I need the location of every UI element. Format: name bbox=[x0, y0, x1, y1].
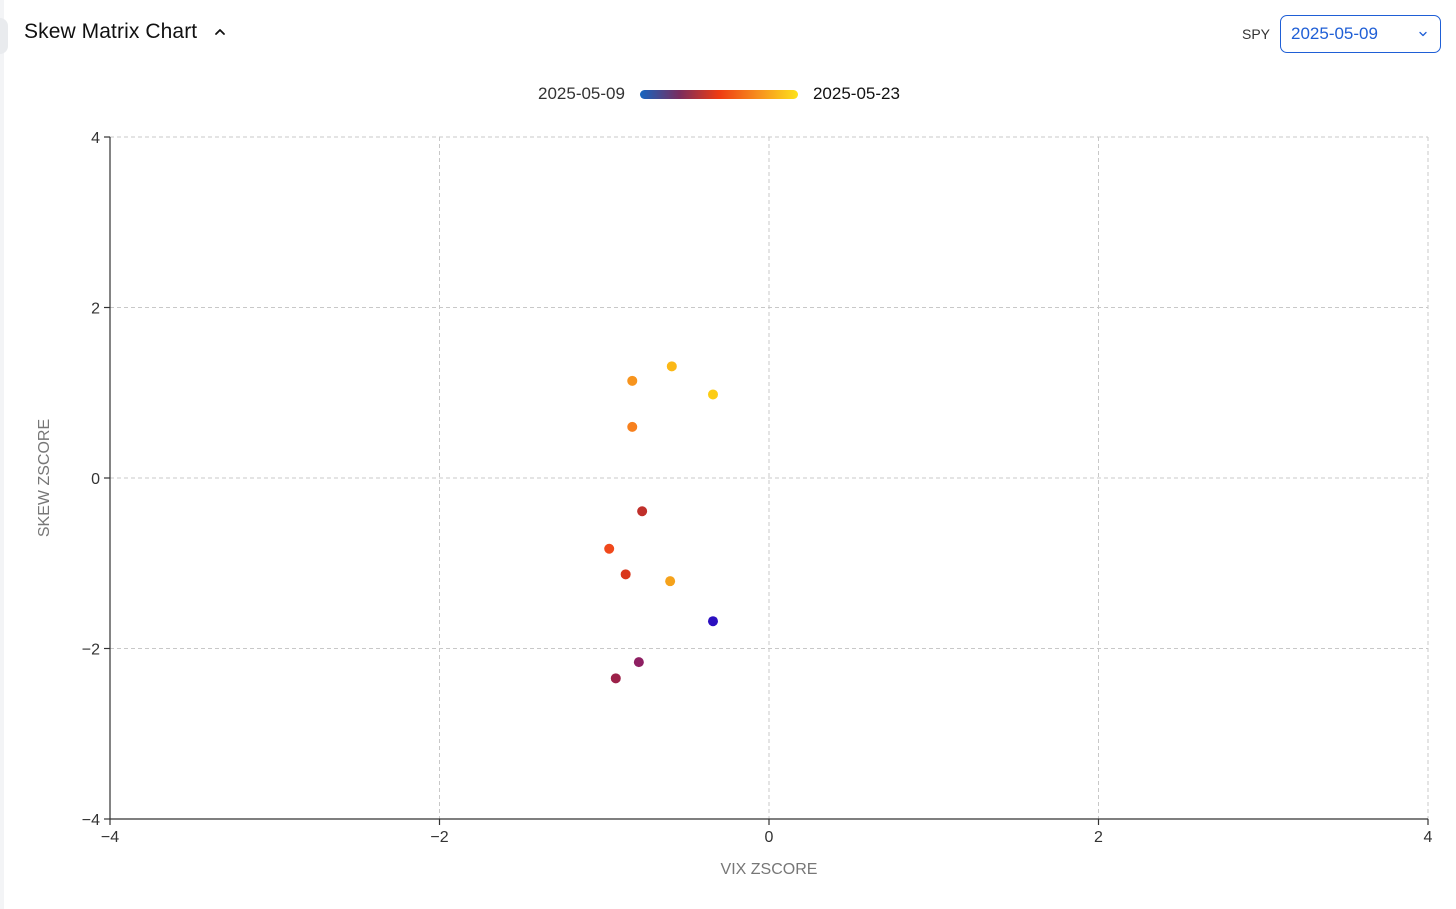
scatter-point[interactable] bbox=[604, 543, 615, 554]
collapse-toggle[interactable]: Skew Matrix Chart bbox=[24, 20, 227, 44]
x-tick-label: −2 bbox=[430, 829, 448, 846]
color-legend: 2025-05-09 2025-05-23 bbox=[538, 82, 900, 106]
scatter-point[interactable] bbox=[707, 616, 718, 627]
scatter-point[interactable] bbox=[610, 673, 621, 684]
x-tick-label: 2 bbox=[1094, 829, 1103, 846]
sidebar-toggle-handle[interactable] bbox=[0, 18, 8, 54]
scatter-point[interactable] bbox=[637, 506, 648, 517]
header-controls: SPY 2025-05-09 bbox=[1242, 15, 1441, 53]
scatter-point[interactable] bbox=[666, 361, 677, 372]
y-tick-label: −4 bbox=[82, 812, 100, 829]
y-tick-label: 2 bbox=[91, 301, 100, 318]
x-axis-label: VIX ZSCORE bbox=[721, 861, 818, 878]
scatter-point[interactable] bbox=[633, 657, 644, 668]
x-tick-label: −4 bbox=[101, 829, 119, 846]
y-tick-label: 4 bbox=[91, 130, 100, 147]
scatter-point[interactable] bbox=[665, 576, 676, 587]
x-tick-label: 4 bbox=[1424, 829, 1433, 846]
chevron-down-icon bbox=[1419, 31, 1427, 37]
left-edge-border bbox=[0, 0, 4, 909]
panel-header: Skew Matrix Chart SPY 2025-05-09 bbox=[0, 0, 1456, 72]
y-tick-label: −2 bbox=[82, 642, 100, 659]
scatter-point[interactable] bbox=[627, 421, 638, 432]
ticker-label: SPY bbox=[1241, 26, 1270, 42]
date-select[interactable]: 2025-05-09 bbox=[1280, 15, 1441, 53]
legend-end-date: 2025-05-23 bbox=[812, 84, 900, 103]
chevron-up-icon[interactable] bbox=[213, 25, 227, 39]
panel-title: Skew Matrix Chart bbox=[24, 20, 198, 43]
legend-start-date: 2025-05-09 bbox=[538, 84, 625, 103]
legend-gradient-bar bbox=[639, 89, 798, 99]
date-select-value: 2025-05-09 bbox=[1291, 24, 1378, 43]
x-tick-label: 0 bbox=[765, 829, 774, 846]
y-tick-label: 0 bbox=[91, 471, 100, 488]
scatter-point[interactable] bbox=[707, 389, 718, 400]
scatter-point[interactable] bbox=[620, 569, 631, 580]
scatter-point[interactable] bbox=[627, 375, 638, 386]
y-axis-label: SKEW ZSCORE bbox=[36, 419, 53, 537]
